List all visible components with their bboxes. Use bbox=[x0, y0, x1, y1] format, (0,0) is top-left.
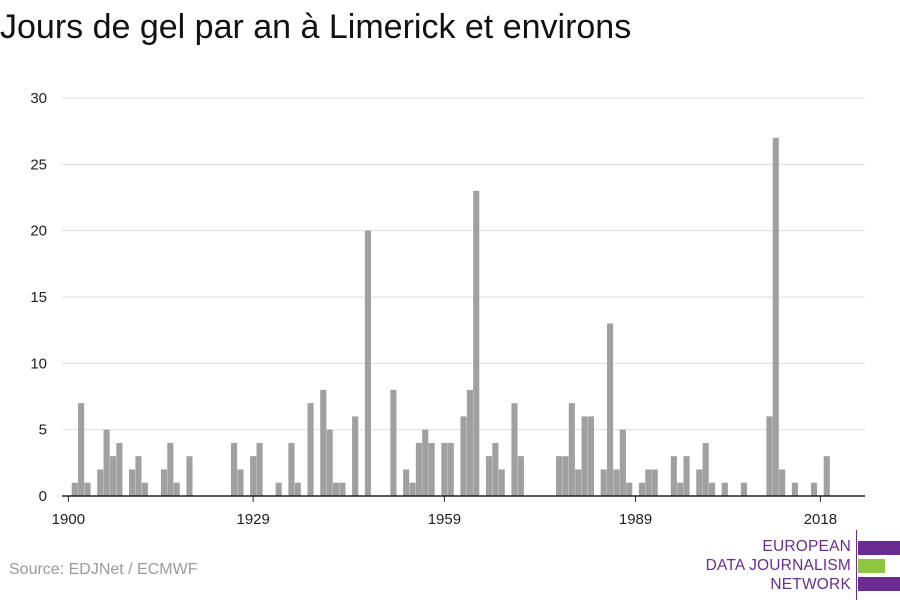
bar bbox=[275, 482, 282, 496]
bar bbox=[390, 389, 397, 496]
bar bbox=[78, 403, 85, 496]
bar bbox=[581, 416, 588, 496]
logo-bar-purple-bottom bbox=[858, 577, 900, 591]
bar bbox=[422, 429, 429, 496]
bar bbox=[447, 442, 454, 496]
bar bbox=[129, 469, 136, 496]
bar bbox=[97, 469, 104, 496]
bar bbox=[492, 442, 499, 496]
bar bbox=[568, 403, 575, 496]
bar bbox=[638, 482, 646, 496]
bar bbox=[619, 429, 626, 496]
bar bbox=[575, 469, 582, 496]
bar bbox=[403, 469, 410, 496]
bar bbox=[103, 429, 110, 496]
bar bbox=[556, 456, 563, 496]
bar bbox=[332, 482, 340, 496]
y-tick-label: 25 bbox=[30, 156, 47, 173]
bar bbox=[231, 442, 238, 496]
bar bbox=[256, 442, 263, 496]
logo-separator bbox=[856, 530, 857, 600]
x-tick-label: 1900 bbox=[52, 511, 85, 528]
bar bbox=[428, 442, 435, 496]
logo-line-3: NETWORK bbox=[770, 576, 851, 593]
bar bbox=[473, 190, 480, 496]
bar bbox=[708, 482, 716, 496]
bar bbox=[587, 416, 595, 496]
bar bbox=[294, 482, 301, 496]
bar bbox=[677, 482, 684, 496]
bar bbox=[415, 442, 422, 496]
bar bbox=[740, 482, 747, 496]
bar bbox=[670, 456, 677, 496]
bar bbox=[135, 456, 142, 496]
bar bbox=[84, 482, 91, 496]
bar bbox=[352, 416, 359, 496]
bar bbox=[683, 456, 690, 496]
bar bbox=[288, 442, 295, 496]
source-note: Source: EDJNet / ECMWF bbox=[9, 561, 198, 578]
bar bbox=[186, 456, 193, 496]
bar bbox=[779, 469, 786, 496]
bar bbox=[702, 442, 709, 496]
bar bbox=[645, 469, 652, 496]
bar bbox=[600, 469, 607, 496]
y-tick-label: 5 bbox=[39, 422, 47, 439]
logo-line-1: EUROPEAN bbox=[762, 538, 851, 555]
y-tick-label: 30 bbox=[30, 90, 47, 107]
chart-title: Jours de gel par an à Limerick et enviro… bbox=[0, 8, 632, 46]
bar bbox=[613, 469, 620, 496]
y-tick-label: 20 bbox=[30, 223, 47, 240]
bar bbox=[71, 482, 78, 496]
logo-bar-green bbox=[858, 559, 885, 573]
bar bbox=[339, 482, 346, 496]
bar bbox=[511, 403, 518, 496]
bar bbox=[517, 456, 524, 496]
bar bbox=[364, 230, 371, 496]
bar bbox=[460, 416, 467, 496]
bar bbox=[109, 456, 117, 496]
logo-bar-purple-top bbox=[858, 541, 900, 555]
bar bbox=[173, 482, 180, 496]
bar bbox=[651, 469, 658, 496]
bar bbox=[250, 456, 257, 496]
bar bbox=[485, 456, 493, 496]
bar bbox=[326, 429, 333, 496]
bar bbox=[607, 323, 614, 496]
logo-line-2: DATA JOURNALISM bbox=[705, 557, 851, 574]
bar bbox=[766, 416, 773, 496]
y-tick-label: 0 bbox=[39, 488, 47, 505]
bar bbox=[810, 482, 818, 496]
bar bbox=[696, 469, 703, 496]
bar bbox=[823, 456, 830, 496]
bar bbox=[721, 482, 728, 496]
bar bbox=[307, 403, 314, 496]
bar bbox=[791, 482, 798, 496]
x-tick-label: 2018 bbox=[804, 511, 837, 528]
y-tick-label: 15 bbox=[30, 289, 47, 306]
bar bbox=[116, 442, 123, 496]
x-tick-label: 1929 bbox=[237, 511, 270, 528]
bar bbox=[320, 389, 327, 496]
y-tick-label: 10 bbox=[30, 355, 47, 372]
bar bbox=[498, 469, 505, 496]
bar bbox=[441, 442, 448, 496]
bar bbox=[562, 456, 569, 496]
bar bbox=[626, 482, 633, 496]
bar bbox=[141, 482, 148, 496]
bar bbox=[237, 469, 244, 496]
bar bbox=[409, 482, 416, 496]
bar bbox=[167, 442, 174, 496]
bar bbox=[772, 137, 779, 497]
x-tick-label: 1989 bbox=[619, 511, 652, 528]
bar bbox=[466, 389, 473, 496]
edjnet-logo[interactable]: EUROPEAN DATA JOURNALISM NETWORK bbox=[700, 530, 900, 600]
bar bbox=[160, 469, 168, 496]
x-tick-label: 1959 bbox=[428, 511, 461, 528]
